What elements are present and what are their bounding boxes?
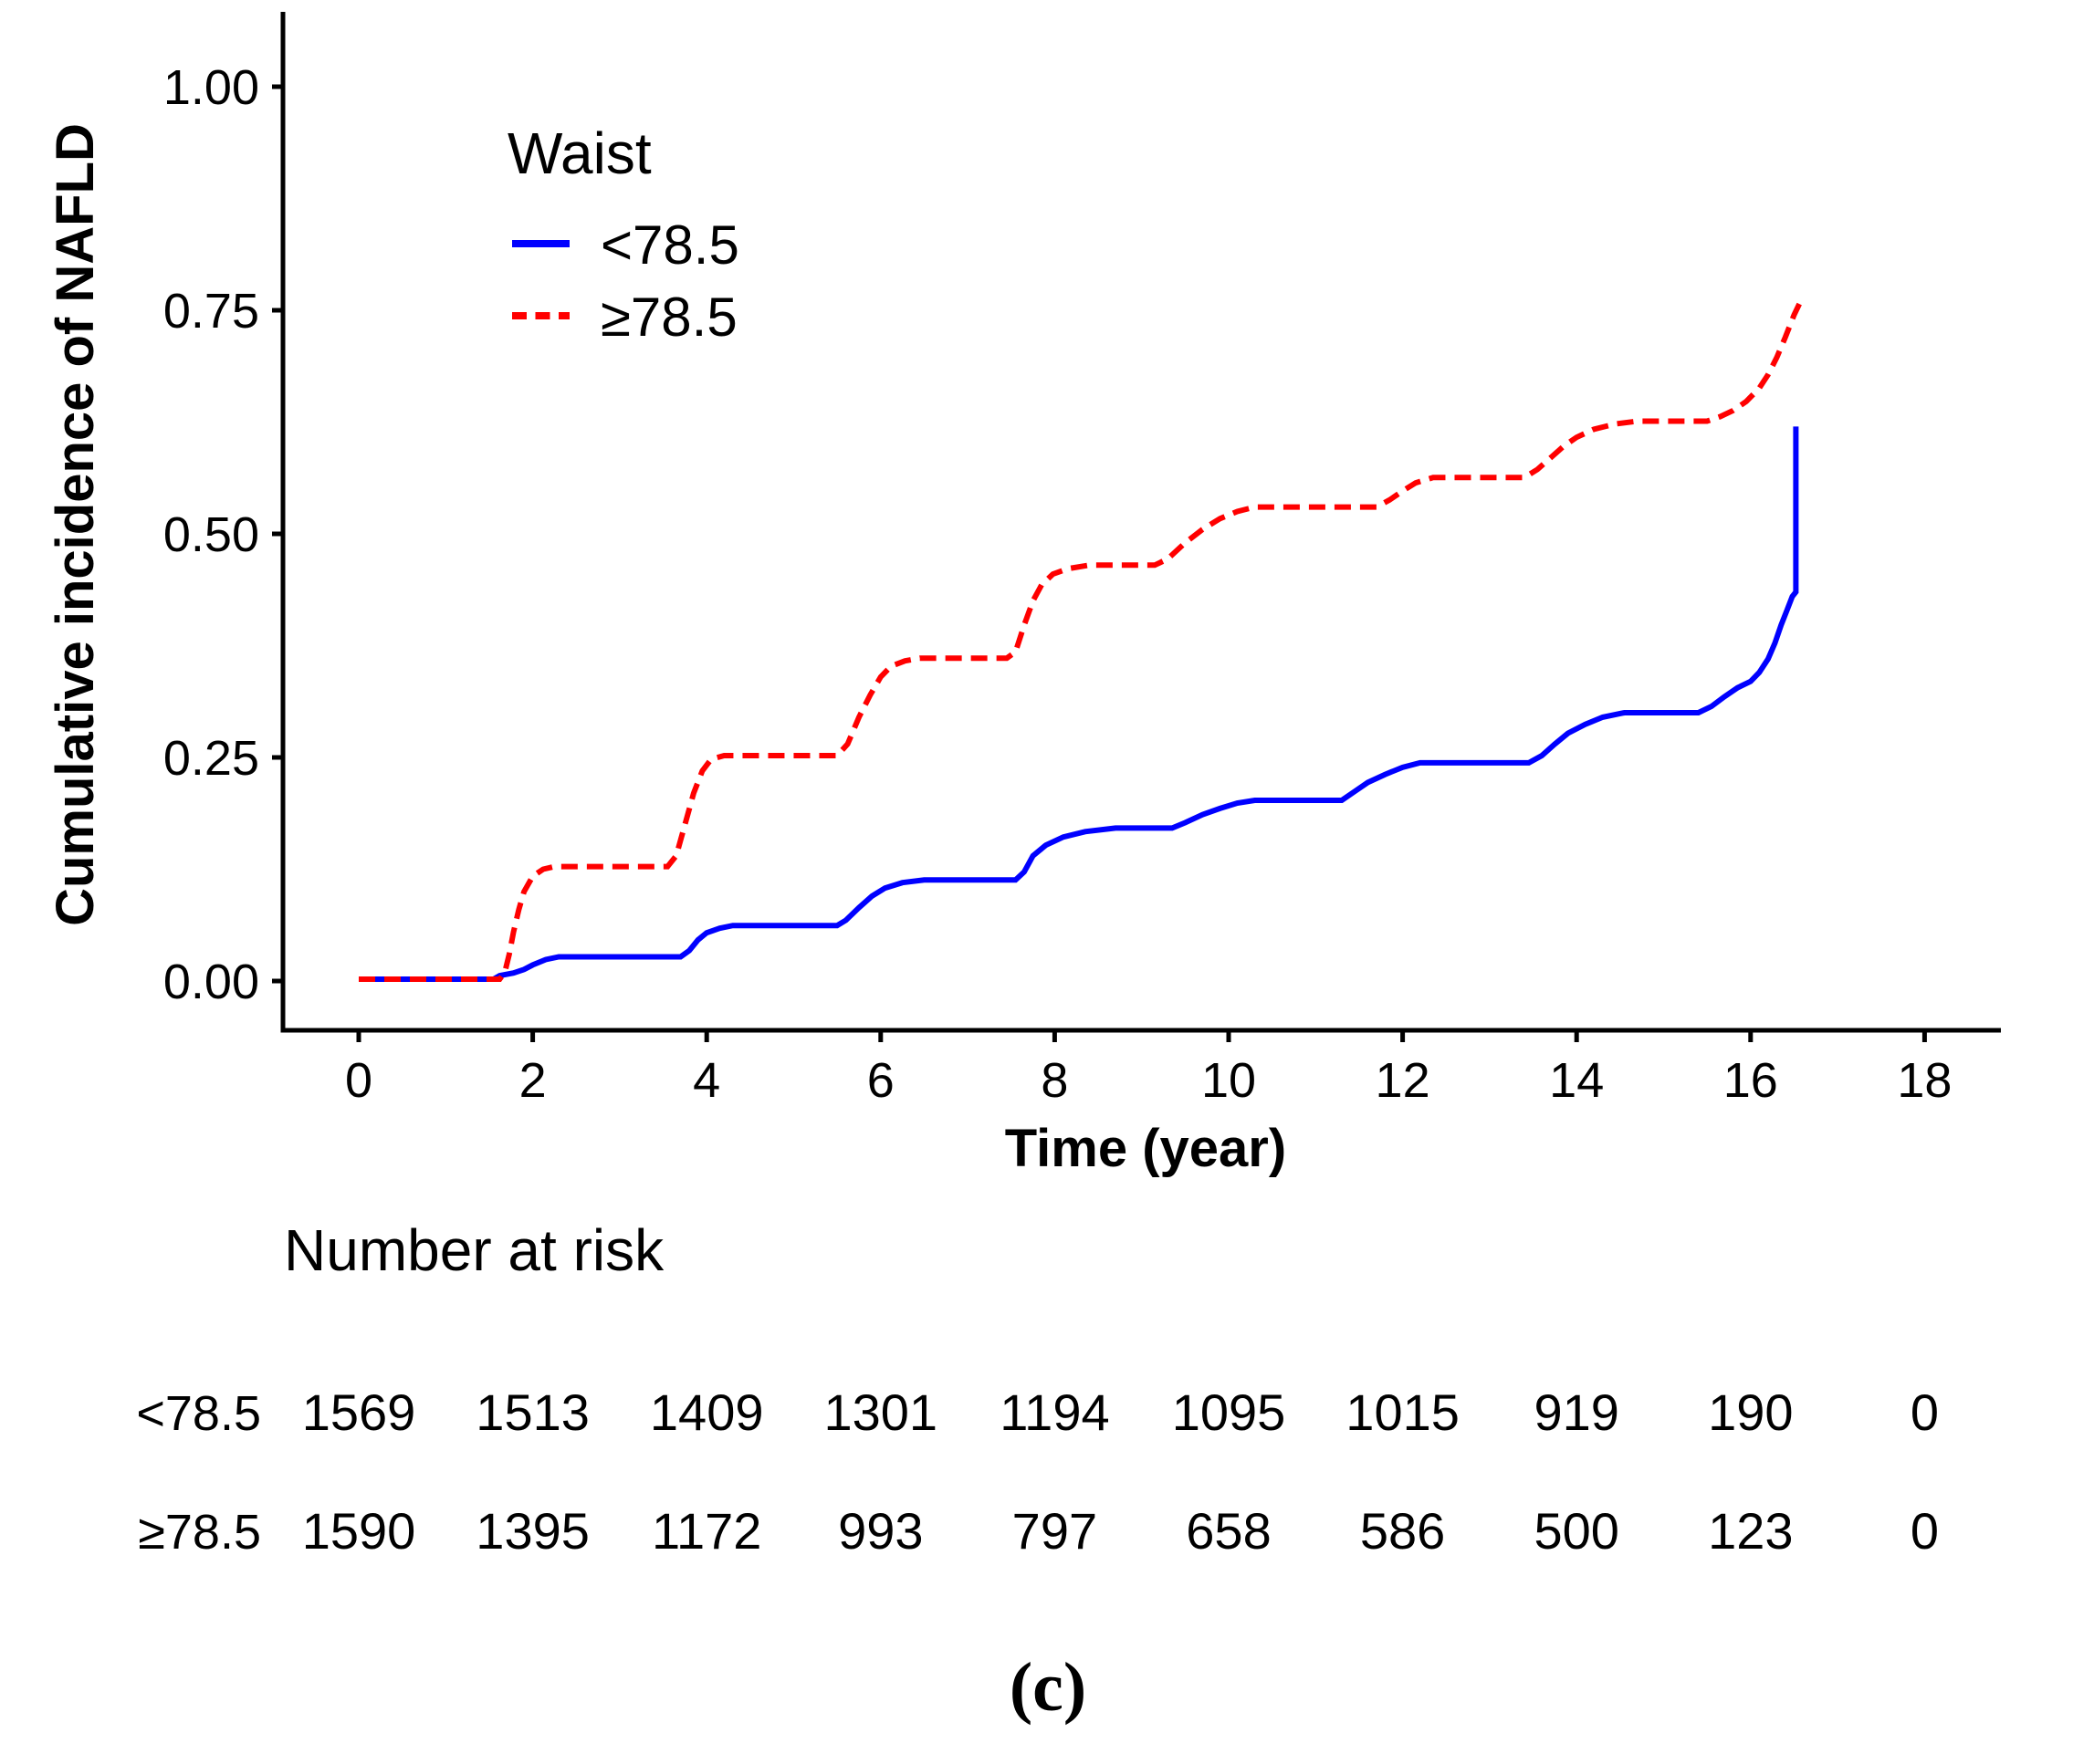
- legend-item-label-lt: <78.5: [601, 214, 739, 276]
- legend-title: Waist: [508, 120, 652, 186]
- risk-value: 1301: [824, 1383, 938, 1441]
- y-ticks: 0.00 0.25 0.50 0.75 1.00: [163, 60, 283, 1009]
- x-tick-label: 16: [1723, 1053, 1778, 1108]
- risk-value: 0: [1911, 1502, 1939, 1560]
- y-tick-label: 0.50: [163, 507, 259, 562]
- x-tick-label: 6: [867, 1053, 895, 1108]
- x-tick-label: 4: [693, 1053, 720, 1108]
- risk-value: 1095: [1172, 1383, 1286, 1441]
- x-tick-label: 8: [1041, 1053, 1068, 1108]
- y-tick-label: 0.25: [163, 731, 259, 786]
- y-axis-title: Cumulative incidence of NAFLD: [46, 123, 105, 926]
- axes: 0.00 0.25 0.50 0.75 1.00 0 2 4 6 8 10 12 14 16 18: [163, 12, 2001, 1108]
- x-tick-label: 14: [1549, 1053, 1604, 1108]
- risk-row-label-ge: ≥78.5: [138, 1505, 261, 1560]
- risk-value: 1194: [1000, 1383, 1109, 1441]
- risk-value: 123: [1708, 1502, 1793, 1560]
- x-tick-label: 12: [1376, 1053, 1430, 1108]
- x-axis-title: Time (year): [1005, 1119, 1286, 1178]
- x-ticks: 0 2 4 6 8 10 12 14 16 18: [345, 1030, 1952, 1108]
- risk-value: 658: [1186, 1502, 1271, 1560]
- risk-value: 1513: [476, 1383, 590, 1441]
- risk-row-label-lt: <78.5: [136, 1386, 261, 1441]
- risk-value: 190: [1708, 1383, 1793, 1441]
- risk-value: 1172: [652, 1502, 761, 1560]
- curve-ge-78-5: [359, 302, 1802, 982]
- y-tick-label: 0.00: [163, 955, 259, 1009]
- x-tick-label: 2: [519, 1053, 547, 1108]
- risk-value: 586: [1360, 1502, 1445, 1560]
- risk-value: 1409: [650, 1383, 764, 1441]
- risk-value: 1590: [302, 1502, 416, 1560]
- legend: Waist <78.5 ≥78.5: [508, 120, 739, 348]
- risk-value: 993: [838, 1502, 923, 1560]
- x-tick-label: 0: [345, 1053, 372, 1108]
- risk-value: 1015: [1345, 1383, 1460, 1441]
- risk-value: 1395: [476, 1502, 590, 1560]
- y-tick-label: 1.00: [163, 60, 259, 115]
- x-tick-label: 10: [1201, 1053, 1256, 1108]
- curves: [359, 302, 1802, 982]
- x-tick-label: 18: [1897, 1053, 1952, 1108]
- risk-value: 1569: [302, 1383, 416, 1441]
- risk-value: 500: [1534, 1502, 1618, 1560]
- risk-table-title: Number at risk: [284, 1217, 665, 1283]
- risk-table: Number at risk <78.5 ≥78.5 1569 1513 1409 1…: [136, 1217, 1939, 1560]
- figure-caption: (c): [1010, 1649, 1086, 1726]
- legend-item-label-ge: ≥78.5: [601, 287, 738, 348]
- y-tick-label: 0.75: [163, 284, 259, 339]
- curve-lt-78-5: [359, 426, 1799, 982]
- risk-value: 0: [1911, 1383, 1939, 1441]
- risk-value: 919: [1534, 1383, 1618, 1441]
- risk-row-values-lt: 1569 1513 1409 1301 1194 1095 1015 919 190 0: [302, 1383, 1939, 1441]
- risk-row-values-ge: 1590 1395 1172 993 797 658 586 500 123 0: [302, 1502, 1939, 1560]
- risk-value: 797: [1012, 1502, 1097, 1560]
